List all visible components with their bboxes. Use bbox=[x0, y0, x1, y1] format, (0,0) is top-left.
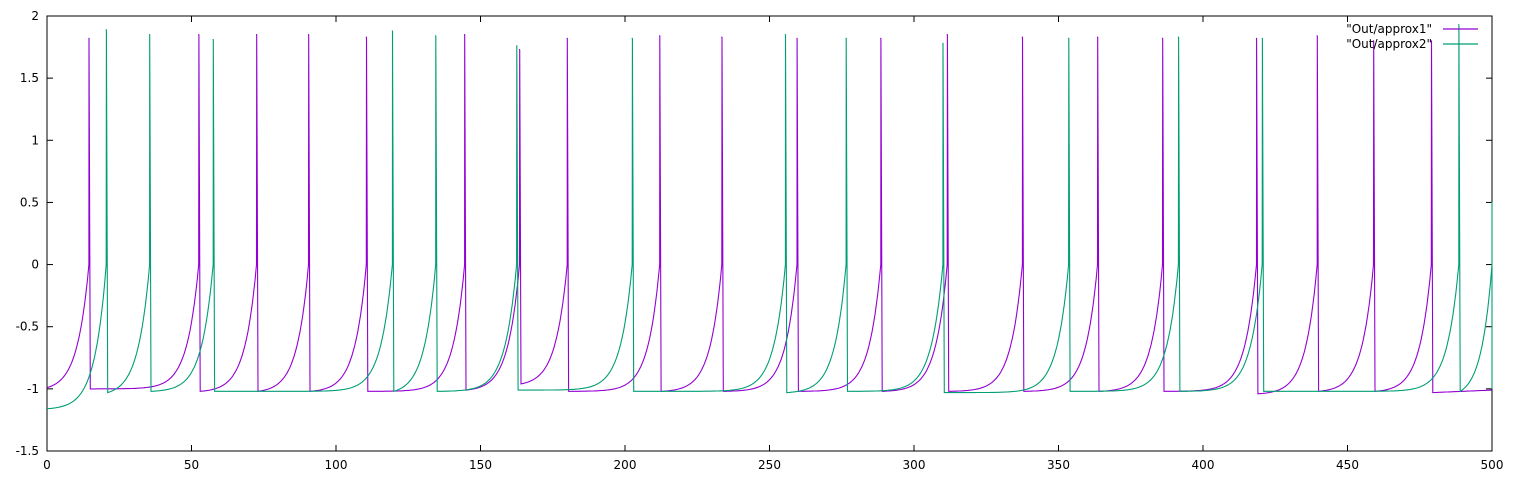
x-tick-label: 300 bbox=[903, 458, 926, 472]
spike-peak-point bbox=[518, 48, 521, 51]
spike-peak-point bbox=[148, 34, 151, 36]
legend: "Out/approx1" "Out/approx2" bbox=[1346, 22, 1478, 51]
spike-peak-point bbox=[1068, 37, 1070, 39]
spike-peak-point bbox=[255, 34, 258, 36]
x-tick-label: 150 bbox=[469, 458, 492, 472]
spike-peak-point bbox=[1491, 201, 1493, 204]
spike-peak-point bbox=[1372, 40, 1375, 42]
spike-peak-point bbox=[1161, 37, 1164, 39]
spike-peak-point bbox=[631, 37, 633, 39]
y-tick-label: 0.5 bbox=[20, 195, 39, 209]
spike-peak-point bbox=[784, 34, 786, 36]
spike-peak-point bbox=[880, 37, 882, 39]
spike-peak-point bbox=[391, 30, 393, 32]
y-tick-label: 0 bbox=[31, 258, 39, 272]
spike-peak-point bbox=[1458, 24, 1460, 26]
x-tick-label: 100 bbox=[325, 458, 348, 472]
spike-peak-point bbox=[1177, 36, 1180, 38]
y-tick-label: -0.5 bbox=[16, 320, 39, 334]
x-tick-label: 450 bbox=[1336, 458, 1359, 472]
spike-peak-point bbox=[1430, 40, 1432, 42]
spike-peak-point bbox=[721, 36, 723, 38]
legend-label-approx1: "Out/approx1" bbox=[1346, 22, 1432, 36]
x-tick-label: 50 bbox=[184, 458, 199, 472]
spike-peak-point bbox=[516, 45, 518, 47]
x-tick-label: 250 bbox=[758, 458, 781, 472]
y-tick-label: 1 bbox=[31, 133, 39, 147]
y-tick-label: -1.5 bbox=[16, 444, 39, 458]
y-tick-label: -1 bbox=[27, 382, 39, 396]
series-line-1 bbox=[46, 34, 1493, 395]
spike-peak-point bbox=[845, 37, 847, 39]
spike-peak-point bbox=[198, 34, 200, 36]
spike-peak-point bbox=[946, 34, 948, 36]
x-tick-label: 200 bbox=[614, 458, 637, 472]
plot-frame bbox=[46, 15, 1493, 452]
legend-label-approx2: "Out/approx2" bbox=[1346, 37, 1432, 51]
spike-peak-point bbox=[942, 42, 944, 44]
series-line-2 bbox=[46, 24, 1493, 410]
x-tick-label: 500 bbox=[1481, 458, 1504, 472]
spike-peak-point bbox=[435, 35, 437, 37]
x-tick-label: 400 bbox=[1192, 458, 1215, 472]
spike-peak-point bbox=[796, 37, 798, 39]
y-tick-label: 1.5 bbox=[20, 71, 39, 85]
spike-peak-point bbox=[212, 39, 214, 41]
spike-peak-point bbox=[88, 37, 90, 39]
y-tick-label: 2 bbox=[31, 9, 39, 23]
spike-peak-point bbox=[1261, 37, 1263, 39]
axis-ticks: 0 50 100 150 200 250 300 350 400 450 50021.510.50-… bbox=[16, 9, 1504, 472]
spike-peak-point bbox=[566, 37, 568, 39]
spike-peak-point bbox=[1316, 35, 1318, 37]
spike-peak-point bbox=[1021, 36, 1023, 38]
spike-peak-point bbox=[1096, 36, 1099, 38]
series-layer bbox=[46, 24, 1493, 410]
spike-peak-point bbox=[105, 29, 107, 31]
spike-peak-point bbox=[659, 35, 661, 37]
spike-peak-point bbox=[365, 36, 367, 38]
spike-peak-point bbox=[307, 34, 310, 36]
spike-peak-point bbox=[1255, 37, 1258, 39]
x-tick-label: 0 bbox=[43, 458, 51, 472]
spike-peak-point bbox=[464, 34, 466, 36]
x-tick-label: 350 bbox=[1047, 458, 1070, 472]
